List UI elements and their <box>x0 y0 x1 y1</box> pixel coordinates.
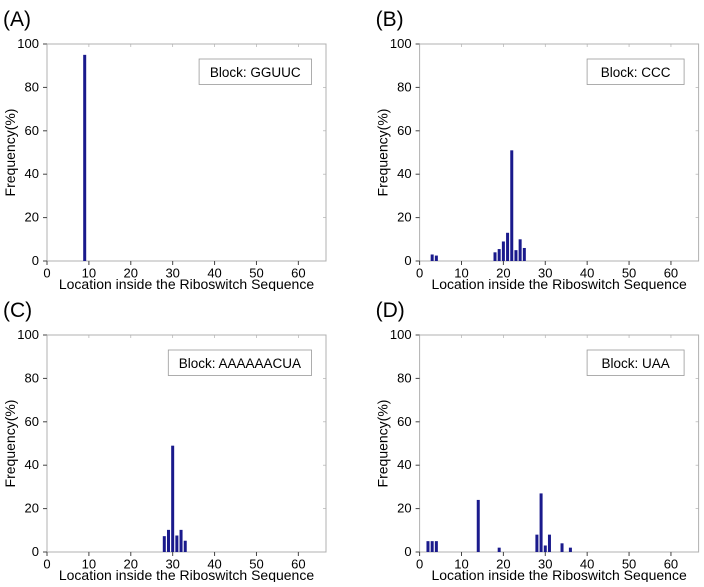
svg-text:20: 20 <box>25 501 39 516</box>
svg-text:0: 0 <box>32 544 39 559</box>
svg-text:100: 100 <box>17 327 39 342</box>
svg-text:(D): (D) <box>376 299 405 322</box>
svg-text:100: 100 <box>390 327 412 342</box>
svg-text:40: 40 <box>397 166 411 181</box>
svg-text:40: 40 <box>25 166 39 181</box>
svg-text:80: 80 <box>397 370 411 385</box>
svg-text:Frequency(%): Frequency(%) <box>375 109 391 197</box>
svg-text:20: 20 <box>397 501 411 516</box>
svg-text:Location inside the Riboswitch: Location inside the Riboswitch Sequence <box>59 276 314 291</box>
svg-text:0: 0 <box>43 557 50 572</box>
svg-text:Frequency(%): Frequency(%) <box>2 109 18 197</box>
svg-text:60: 60 <box>397 414 411 429</box>
svg-text:Block: CCC: Block: CCC <box>601 65 671 80</box>
svg-text:Frequency(%): Frequency(%) <box>2 400 18 488</box>
svg-text:80: 80 <box>397 79 411 94</box>
svg-text:80: 80 <box>25 370 39 385</box>
svg-text:80: 80 <box>25 79 39 94</box>
svg-text:20: 20 <box>397 210 411 225</box>
svg-text:0: 0 <box>404 253 411 268</box>
svg-text:0: 0 <box>43 266 50 281</box>
svg-text:Block: AAAAAACUA: Block: AAAAAACUA <box>179 356 301 371</box>
svg-text:Block: UAA: Block: UAA <box>601 356 669 371</box>
svg-text:Location inside the Riboswitch: Location inside the Riboswitch Sequence <box>431 276 686 291</box>
svg-text:0: 0 <box>32 253 39 268</box>
svg-text:(C): (C) <box>3 299 32 322</box>
svg-text:Location inside the Riboswitch: Location inside the Riboswitch Sequence <box>431 567 686 582</box>
svg-text:60: 60 <box>397 123 411 138</box>
svg-text:0: 0 <box>416 266 423 281</box>
svg-text:60: 60 <box>25 123 39 138</box>
svg-text:20: 20 <box>25 210 39 225</box>
svg-text:100: 100 <box>17 36 39 51</box>
svg-text:100: 100 <box>390 36 412 51</box>
svg-text:40: 40 <box>397 457 411 472</box>
svg-text:40: 40 <box>25 457 39 472</box>
svg-text:(B): (B) <box>376 8 404 31</box>
svg-text:60: 60 <box>25 414 39 429</box>
svg-text:Frequency(%): Frequency(%) <box>375 400 391 488</box>
svg-text:0: 0 <box>416 557 423 572</box>
svg-text:Block: GGUUC: Block: GGUUC <box>210 65 301 80</box>
svg-text:(A): (A) <box>3 8 31 31</box>
svg-text:0: 0 <box>404 544 411 559</box>
svg-text:Location inside the Riboswitch: Location inside the Riboswitch Sequence <box>59 567 314 582</box>
